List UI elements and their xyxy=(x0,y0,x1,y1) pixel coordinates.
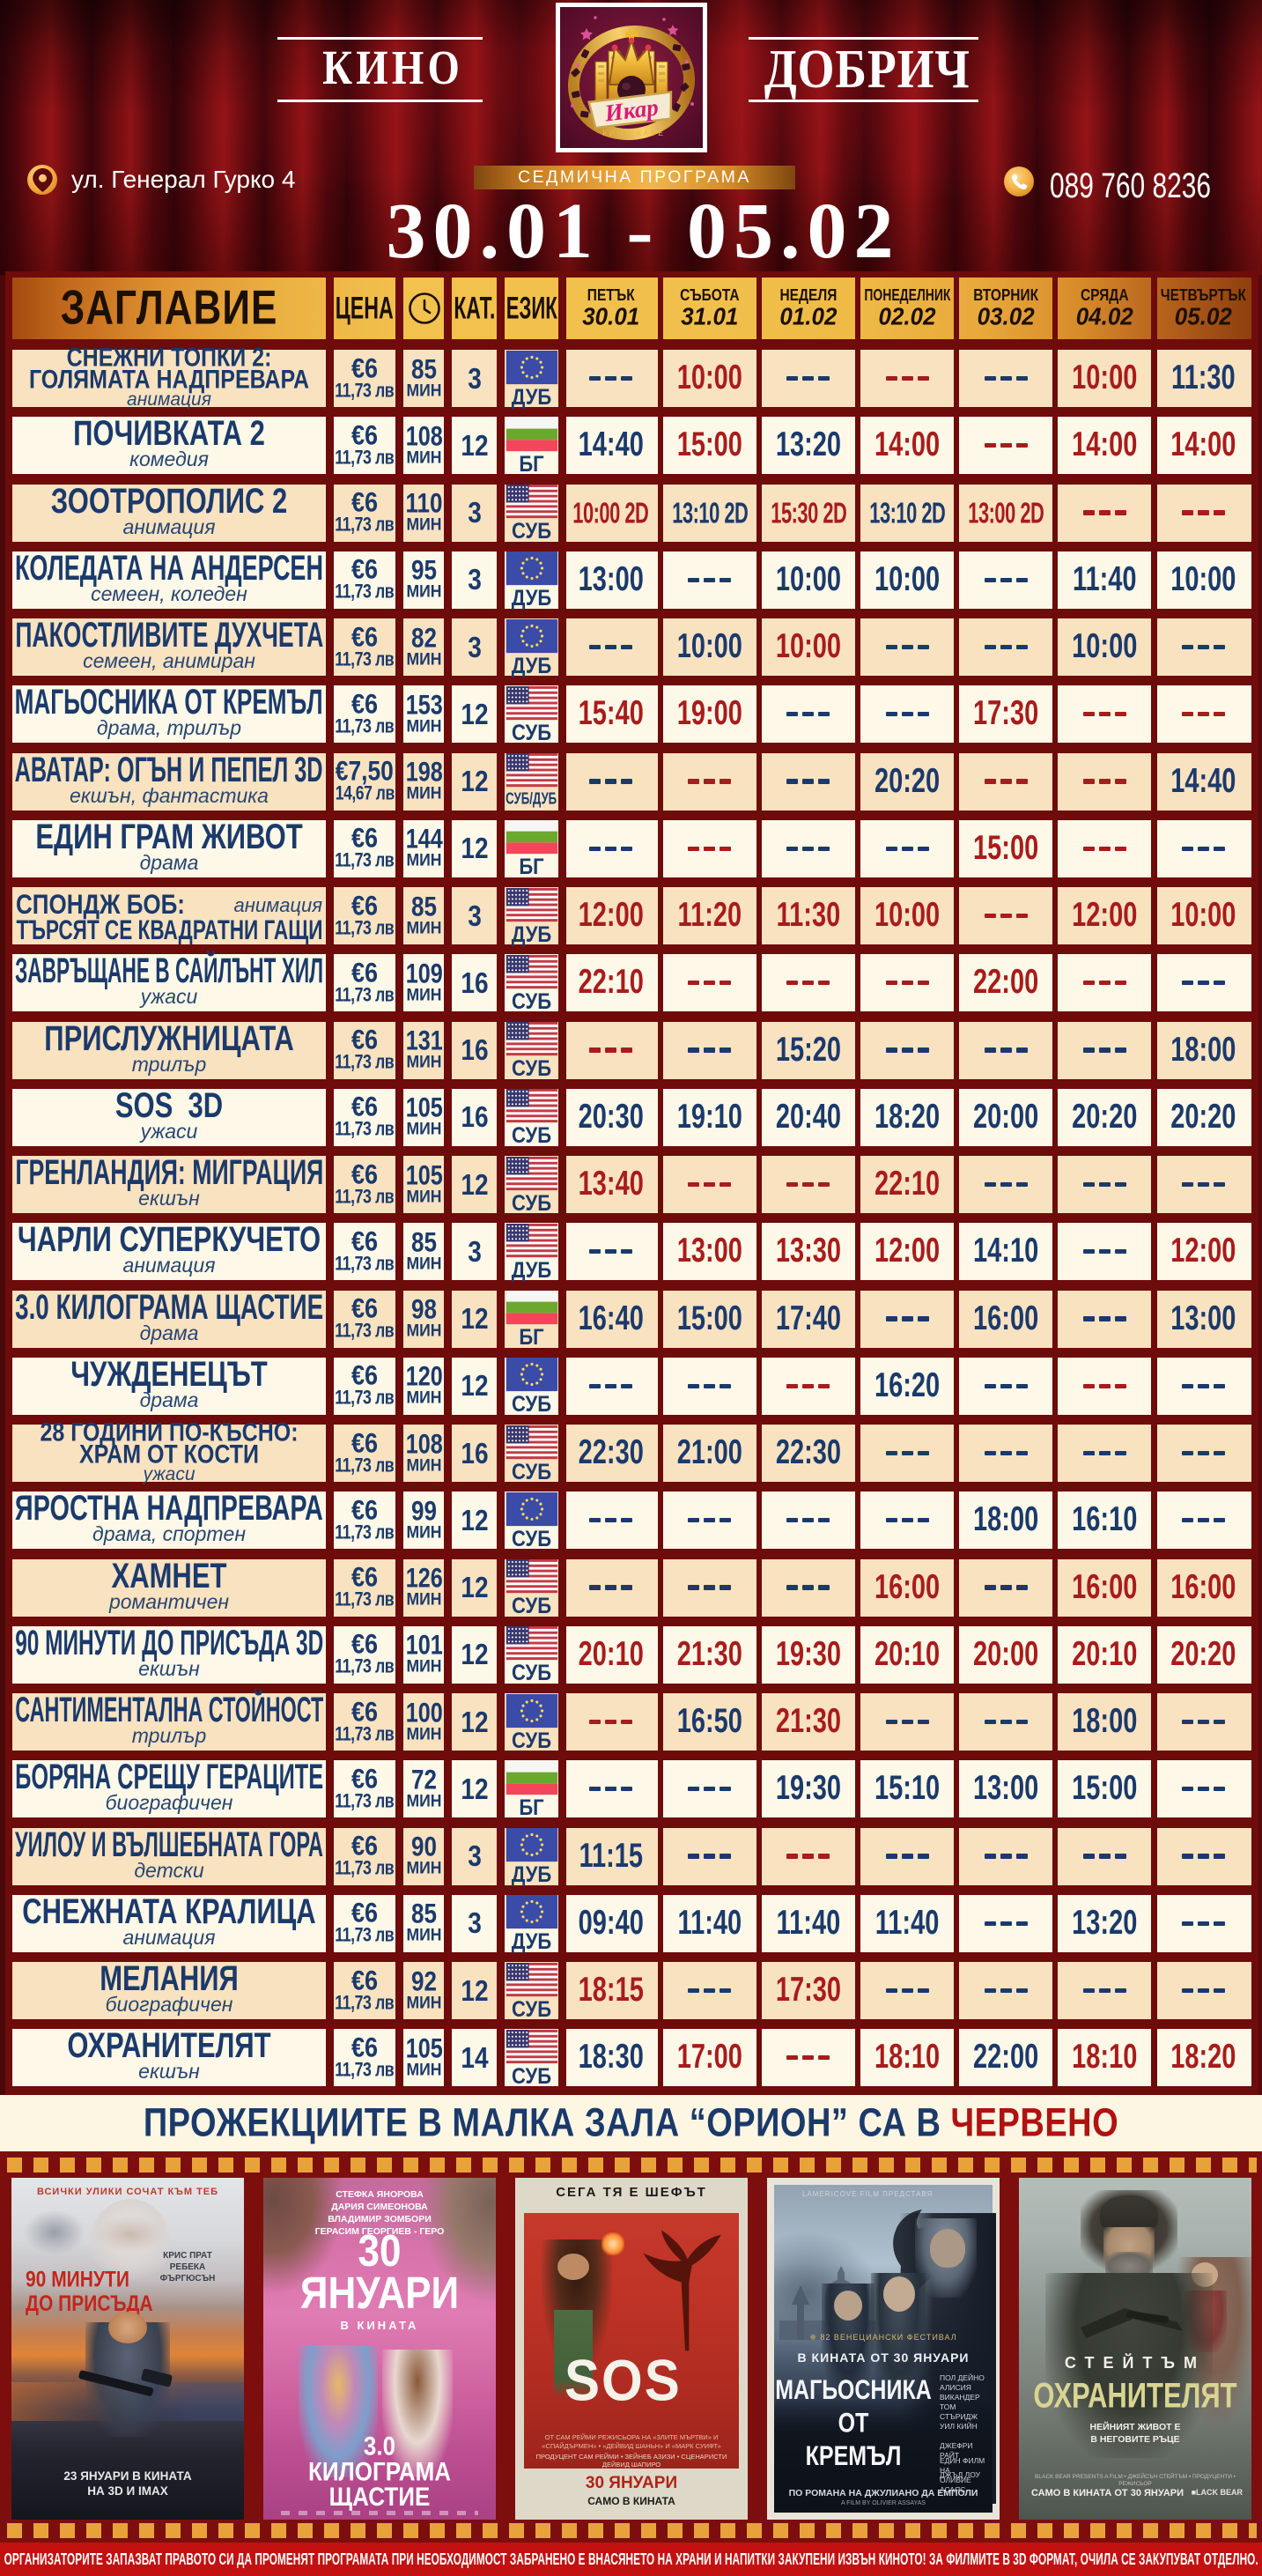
svg-text:КИНО КАФЕ: КИНО КАФЕ xyxy=(602,129,665,137)
